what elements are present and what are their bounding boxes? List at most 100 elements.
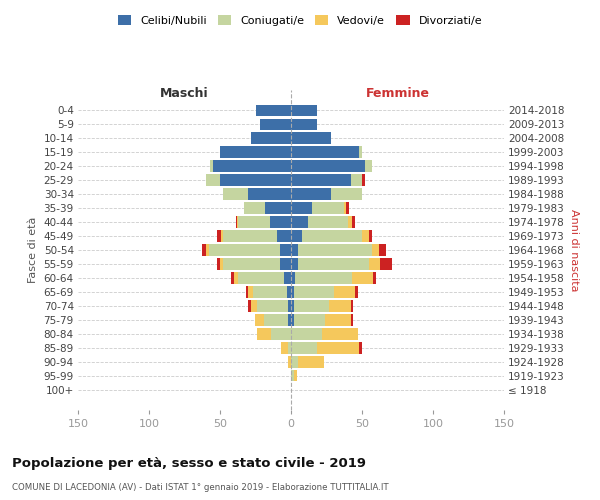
Bar — [223, 230, 277, 242]
Bar — [287, 286, 291, 298]
Bar — [317, 342, 359, 353]
Bar — [294, 370, 296, 382]
Bar — [372, 244, 379, 256]
Bar — [202, 244, 206, 256]
Bar — [257, 328, 271, 340]
Bar — [270, 216, 291, 228]
Bar — [288, 314, 291, 326]
Bar — [257, 300, 288, 312]
Bar — [322, 328, 358, 340]
Bar — [346, 202, 349, 214]
Bar — [294, 314, 325, 326]
Y-axis label: Anni di nascita: Anni di nascita — [569, 209, 579, 291]
Bar — [248, 300, 251, 312]
Bar — [298, 356, 323, 368]
Bar — [298, 244, 372, 256]
Bar — [220, 258, 223, 270]
Bar — [344, 202, 346, 214]
Bar — [350, 174, 362, 186]
Bar — [291, 202, 313, 214]
Bar — [213, 160, 291, 172]
Bar — [308, 216, 348, 228]
Bar — [291, 244, 298, 256]
Bar — [291, 146, 359, 158]
Bar — [291, 314, 294, 326]
Bar — [369, 258, 380, 270]
Bar — [291, 258, 298, 270]
Bar — [277, 230, 291, 242]
Bar — [220, 174, 291, 186]
Bar — [244, 202, 265, 214]
Bar — [217, 230, 221, 242]
Bar — [291, 118, 317, 130]
Bar — [291, 230, 302, 242]
Bar — [291, 342, 317, 353]
Bar — [260, 118, 291, 130]
Bar — [355, 286, 358, 298]
Bar — [251, 300, 257, 312]
Bar — [365, 160, 372, 172]
Bar — [359, 146, 362, 158]
Bar — [291, 104, 317, 116]
Bar — [352, 216, 355, 228]
Bar — [291, 272, 295, 283]
Bar — [210, 160, 213, 172]
Bar — [236, 216, 237, 228]
Bar — [291, 328, 322, 340]
Y-axis label: Fasce di età: Fasce di età — [28, 217, 38, 283]
Bar — [217, 258, 220, 270]
Bar — [291, 356, 298, 368]
Bar — [248, 188, 291, 200]
Text: Maschi: Maschi — [160, 88, 209, 101]
Bar — [348, 216, 352, 228]
Bar — [298, 258, 369, 270]
Bar — [373, 272, 376, 283]
Bar — [256, 314, 264, 326]
Bar — [313, 202, 344, 214]
Bar — [209, 244, 280, 256]
Bar — [251, 132, 291, 144]
Bar — [221, 230, 223, 242]
Text: Femmine: Femmine — [365, 88, 430, 101]
Bar — [295, 272, 352, 283]
Bar — [334, 286, 355, 298]
Bar — [264, 314, 288, 326]
Bar — [359, 342, 362, 353]
Bar — [291, 188, 331, 200]
Bar — [291, 174, 350, 186]
Bar — [288, 300, 291, 312]
Bar — [280, 244, 291, 256]
Bar — [232, 272, 234, 283]
Bar — [294, 286, 334, 298]
Legend: Celibi/Nubili, Coniugati/e, Vedovi/e, Divorziati/e: Celibi/Nubili, Coniugati/e, Vedovi/e, Di… — [113, 10, 487, 30]
Bar — [291, 286, 294, 298]
Text: COMUNE DI LACEDONIA (AV) - Dati ISTAT 1° gennaio 2019 - Elaborazione TUTTITALIA.: COMUNE DI LACEDONIA (AV) - Dati ISTAT 1°… — [12, 482, 389, 492]
Bar — [265, 202, 291, 214]
Bar — [206, 244, 209, 256]
Bar — [380, 258, 392, 270]
Bar — [223, 258, 280, 270]
Bar — [223, 188, 248, 200]
Bar — [291, 160, 365, 172]
Bar — [362, 230, 369, 242]
Bar — [256, 104, 291, 116]
Bar — [253, 286, 287, 298]
Bar — [379, 244, 386, 256]
Bar — [291, 216, 308, 228]
Text: Popolazione per età, sesso e stato civile - 2019: Popolazione per età, sesso e stato civil… — [12, 458, 366, 470]
Bar — [350, 300, 353, 312]
Bar — [288, 356, 291, 368]
Bar — [331, 188, 362, 200]
Bar — [362, 174, 365, 186]
Bar — [329, 300, 350, 312]
Bar — [234, 272, 238, 283]
Bar — [284, 272, 291, 283]
Bar — [350, 314, 353, 326]
Bar — [281, 342, 288, 353]
Bar — [237, 216, 238, 228]
Bar — [325, 314, 350, 326]
Bar — [280, 258, 291, 270]
Bar — [288, 342, 291, 353]
Bar — [238, 216, 270, 228]
Bar — [271, 328, 291, 340]
